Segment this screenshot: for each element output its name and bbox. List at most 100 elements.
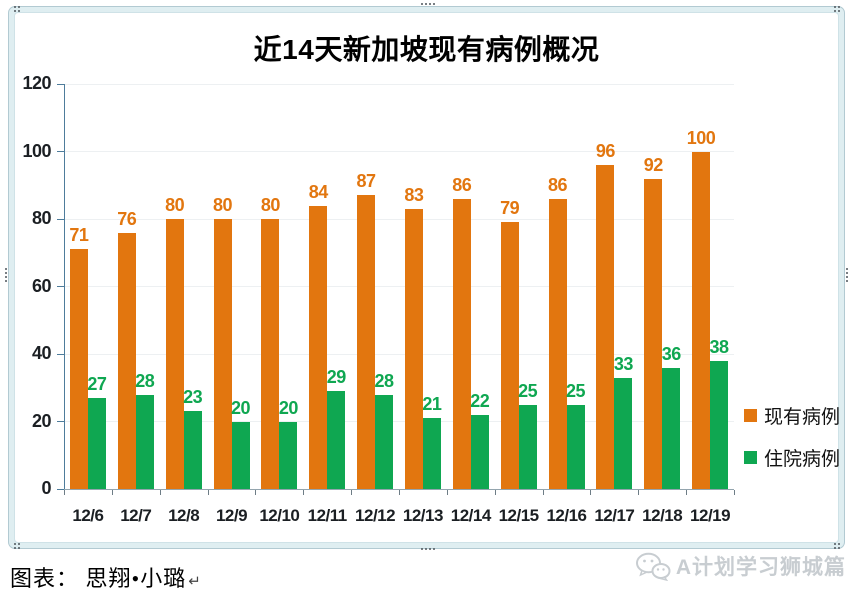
resize-handle-left-middle[interactable] <box>5 268 7 282</box>
bar-value-label: 20 <box>230 397 251 418</box>
bar-value-label: 38 <box>709 336 730 357</box>
line-break-mark: ↵ <box>188 574 202 590</box>
bar-value-label: 84 <box>308 181 329 202</box>
x-axis-tick <box>207 490 209 495</box>
y-tick-label: 100 <box>22 140 51 161</box>
legend-item-existing-cases: 现有病例 <box>744 402 840 429</box>
x-tick-label: 12/7 <box>120 506 152 525</box>
bar-value-label: 28 <box>135 370 155 391</box>
y-axis-tick <box>57 421 64 422</box>
bar-value-label: 87 <box>356 171 377 192</box>
y-tick-label: 40 <box>31 343 52 363</box>
bar-value-label: 28 <box>374 370 395 391</box>
x-axis-tick <box>111 490 113 495</box>
bar-value-label: 76 <box>117 208 137 229</box>
bar-value-label: 96 <box>595 141 616 161</box>
y-axis-tick <box>57 83 64 85</box>
bar-value-label: 22 <box>470 390 490 411</box>
x-tick-label: 12/18 <box>642 506 683 525</box>
y-axis-tick <box>57 286 64 287</box>
x-axis-tick <box>494 490 496 495</box>
y-axis-tick <box>57 353 64 355</box>
x-tick-label: 12/11 <box>307 506 348 525</box>
x-axis-tick <box>351 490 353 495</box>
bar-value-label: 80 <box>260 195 281 215</box>
gridline <box>64 353 734 355</box>
y-tick-label: 20 <box>31 410 52 431</box>
x-axis-tick <box>446 490 448 495</box>
bar-hospitalized-cases <box>710 360 729 489</box>
bar-hospitalized-cases <box>327 391 346 489</box>
bar-value-label: 92 <box>643 154 664 175</box>
y-axis-tick <box>57 218 64 220</box>
x-axis-tick <box>399 490 400 495</box>
x-tick-label: 12/12 <box>355 506 396 525</box>
bar-value-label: 21 <box>422 394 442 415</box>
bar-value-label: 29 <box>326 367 347 388</box>
bar-existing-cases <box>500 222 519 489</box>
gridline <box>64 286 734 287</box>
bar-value-label: 80 <box>212 195 233 215</box>
y-axis-tick <box>57 488 64 490</box>
y-tick-label: 0 <box>41 478 51 498</box>
watermark: A计划学习狮城篇 <box>635 551 846 581</box>
bar-hospitalized-cases <box>566 404 585 489</box>
x-axis-tick <box>734 490 735 495</box>
x-axis-tick <box>64 490 65 495</box>
chart-title: 近14天新加坡现有病例概况 <box>253 34 600 65</box>
x-axis-tick <box>638 490 640 495</box>
resize-handle-top-left[interactable] <box>14 6 20 12</box>
bar-value-label: 36 <box>661 343 682 364</box>
x-tick-label: 12/14 <box>450 506 492 525</box>
y-tick-label: 60 <box>31 275 52 296</box>
x-tick-label: 12/8 <box>168 506 200 525</box>
gridline <box>64 83 734 85</box>
bar-hospitalized-cases <box>183 411 202 489</box>
bar-existing-cases <box>357 195 376 489</box>
y-axis <box>64 84 65 489</box>
x-axis-tick <box>255 490 257 495</box>
bar-value-label: 27 <box>87 373 107 394</box>
bar-existing-cases <box>213 219 232 489</box>
resize-handle-bottom-left[interactable] <box>14 543 20 549</box>
bar-existing-cases <box>452 198 471 489</box>
bar-existing-cases <box>404 208 423 489</box>
resize-handle-bottom-center[interactable] <box>421 548 435 550</box>
x-tick-label: 12/17 <box>594 506 635 525</box>
bar-value-label: 71 <box>69 225 89 246</box>
resize-handle-bottom-right[interactable] <box>834 543 840 549</box>
bar-hospitalized-cases <box>422 418 441 489</box>
bar-existing-cases <box>309 205 328 489</box>
bar-value-label: 33 <box>613 353 634 374</box>
resize-handle-top-center[interactable] <box>421 3 435 5</box>
chart-source-caption: 图表： 思翔•小璐 ↵ <box>10 561 202 593</box>
x-tick-label: 12/19 <box>690 506 731 525</box>
bar-value-label: 79 <box>500 198 520 219</box>
bar-existing-cases <box>117 232 136 489</box>
bar-hospitalized-cases <box>375 394 394 489</box>
x-axis-tick <box>159 490 161 495</box>
bar-existing-cases <box>165 219 184 489</box>
x-tick-label: 12/6 <box>72 506 104 525</box>
x-tick-label: 12/9 <box>215 506 248 525</box>
x-tick-label: 12/10 <box>259 506 300 525</box>
legend-swatch-orange-icon <box>744 409 757 422</box>
bar-hospitalized-cases <box>231 421 250 489</box>
x-axis-tick <box>303 490 305 495</box>
x-axis-tick <box>542 490 544 495</box>
bar-hospitalized-cases <box>662 367 681 489</box>
x-axis <box>64 489 734 490</box>
resize-handle-right-middle[interactable] <box>846 268 848 282</box>
bar-existing-cases <box>261 219 280 489</box>
gridline <box>64 151 734 152</box>
resize-handle-top-right[interactable] <box>834 6 840 12</box>
bar-hospitalized-cases <box>135 394 154 489</box>
legend-item-hospitalized-cases: 住院病例 <box>744 444 840 471</box>
y-axis-tick <box>57 151 64 152</box>
bar-hospitalized-cases <box>279 421 298 489</box>
bar-hospitalized-cases <box>470 414 489 489</box>
bar-existing-cases <box>644 178 663 489</box>
y-tick-label: 80 <box>31 208 52 228</box>
gridline <box>64 218 734 220</box>
